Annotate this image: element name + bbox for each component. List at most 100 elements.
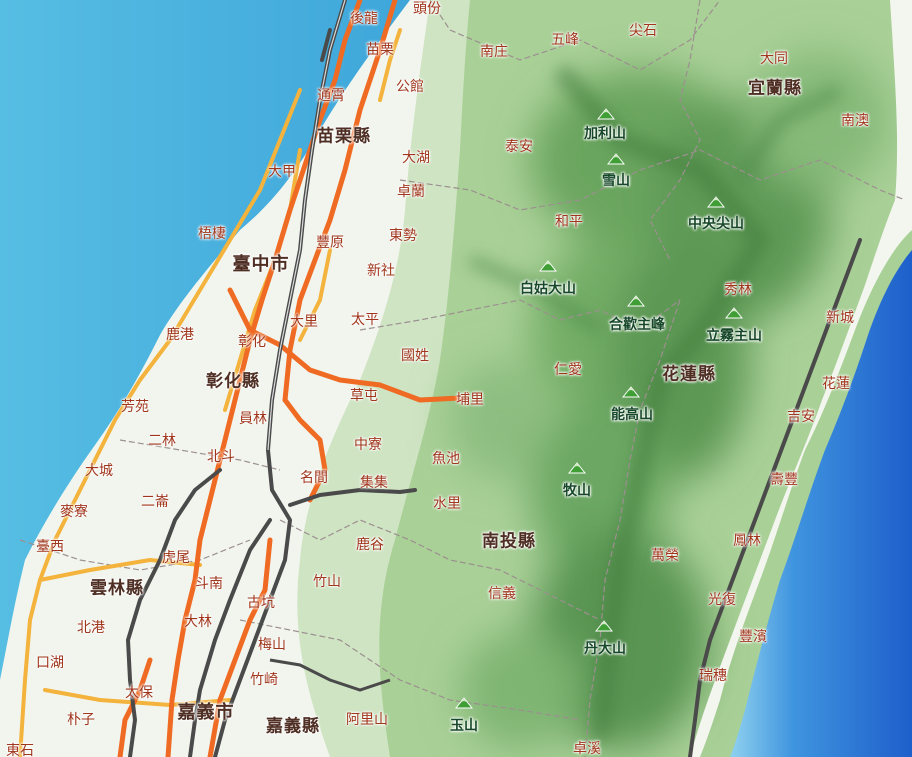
town-label: 仁愛	[554, 362, 582, 378]
peak-label: 玉山	[450, 718, 478, 734]
town-label: 豐原	[316, 235, 344, 251]
town-label: 尖石	[629, 23, 657, 39]
peak-label: 牧山	[563, 483, 591, 499]
mountain-icon[interactable]	[568, 462, 586, 474]
mountain-icon[interactable]	[595, 620, 613, 632]
town-label: 二崙	[141, 494, 169, 510]
town-label: 太平	[351, 312, 379, 328]
town-label: 虎尾	[162, 550, 190, 566]
town-label: 水里	[433, 496, 461, 512]
peak-label: 加利山	[584, 126, 626, 142]
peak-label: 白姑大山	[520, 281, 576, 297]
mountain-icon[interactable]	[622, 386, 640, 398]
town-label: 大同	[760, 51, 788, 67]
mountain-icon[interactable]	[455, 697, 473, 709]
town-label: 朴子	[67, 712, 95, 728]
town-label: 頭份	[413, 1, 441, 17]
town-label: 北港	[77, 620, 105, 636]
town-label: 萬榮	[651, 548, 679, 564]
mountain-icon[interactable]	[539, 260, 557, 272]
town-label: 泰安	[505, 139, 533, 155]
mountain-icon[interactable]	[707, 196, 725, 208]
peak-label: 中央尖山	[688, 216, 744, 232]
peak-label: 合歡主峰	[609, 317, 665, 333]
town-label: 斗南	[195, 576, 223, 592]
town-label: 彰化	[238, 334, 266, 350]
town-label: 梧棲	[198, 226, 226, 242]
mountain-icon[interactable]	[597, 108, 615, 120]
expressways	[117, 0, 463, 757]
town-label: 鹿谷	[356, 537, 384, 553]
town-label: 古坑	[247, 595, 275, 611]
town-label: 卓蘭	[397, 184, 425, 200]
mountain-icon[interactable]	[607, 153, 625, 165]
town-label: 新城	[826, 310, 854, 326]
town-label: 大里	[290, 314, 318, 330]
peak-label: 立霧主山	[706, 328, 762, 344]
town-label: 卓溪	[573, 741, 601, 757]
town-label: 大湖	[402, 150, 430, 166]
town-label: 五峰	[551, 32, 579, 48]
town-label: 鹿港	[166, 327, 194, 343]
town-label: 魚池	[432, 451, 460, 467]
town-label: 秀林	[724, 282, 752, 298]
county-label-chiayi: 嘉義縣	[266, 716, 320, 737]
town-label: 大城	[85, 463, 113, 479]
town-label: 集集	[360, 475, 388, 491]
town-label: 竹崎	[250, 672, 278, 688]
town-label: 二林	[148, 433, 176, 449]
county-label-changhua: 彰化縣	[206, 371, 260, 392]
boundary-lines	[19, 0, 906, 757]
town-label: 通霄	[317, 88, 345, 104]
city-label-chiayi: 嘉義市	[177, 702, 235, 723]
town-label: 豐濱	[739, 629, 767, 645]
town-label: 麥寮	[60, 504, 88, 520]
town-label: 竹山	[313, 574, 341, 590]
town-label: 員林	[239, 411, 267, 427]
town-label: 壽豐	[770, 472, 798, 488]
mountain-icon[interactable]	[627, 295, 645, 307]
town-label: 公館	[396, 79, 424, 95]
town-label: 南庄	[480, 44, 508, 60]
town-label: 鳳林	[733, 533, 761, 549]
town-label: 東勢	[389, 228, 417, 244]
town-label: 新社	[367, 263, 395, 279]
peak-label: 雪山	[602, 173, 630, 189]
town-label: 大林	[184, 614, 212, 630]
east-sea	[730, 250, 912, 757]
town-label: 阿里山	[346, 712, 388, 728]
county-label-nantou: 南投縣	[482, 531, 536, 552]
town-label: 名間	[300, 470, 328, 486]
town-label: 信義	[488, 586, 516, 602]
town-label: 苗栗	[366, 42, 394, 58]
town-label: 埔里	[456, 392, 484, 408]
county-label-hualien: 花蓮縣	[662, 364, 716, 385]
town-label: 臺西	[36, 539, 64, 555]
town-label: 中寮	[354, 437, 382, 453]
town-label: 東石	[6, 743, 34, 757]
town-label: 草屯	[350, 388, 378, 404]
county-label-yilan: 宜蘭縣	[748, 78, 802, 99]
west-sea	[0, 0, 410, 680]
town-label: 太保	[125, 685, 153, 701]
town-label: 梅山	[258, 637, 286, 653]
county-label-yunlin: 雲林縣	[90, 578, 144, 599]
mountain-icon[interactable]	[725, 307, 743, 319]
county-label-miaoli: 苗栗縣	[317, 126, 371, 147]
town-label: 吉安	[787, 409, 815, 425]
peak-label: 丹大山	[584, 641, 626, 657]
town-label: 北斗	[207, 449, 235, 465]
town-label: 瑞穗	[699, 668, 727, 684]
town-label: 花蓮	[822, 376, 850, 392]
town-label: 國姓	[401, 348, 429, 364]
town-label: 大甲	[268, 164, 296, 180]
city-label-taichung: 臺中市	[232, 254, 290, 275]
town-label: 南澳	[841, 113, 869, 129]
town-label: 芳苑	[121, 399, 149, 415]
town-label: 光復	[708, 592, 736, 608]
peak-label: 能高山	[611, 407, 653, 423]
town-label: 後龍	[350, 11, 378, 27]
town-label: 和平	[555, 214, 583, 230]
